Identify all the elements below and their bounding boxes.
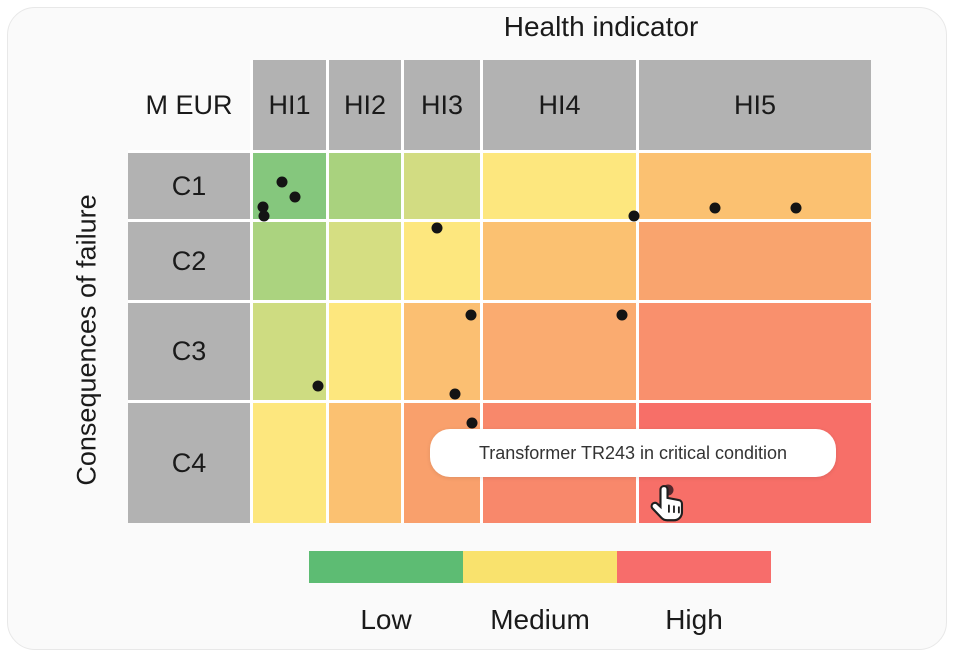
matrix-cell-C2-HI3 [404, 222, 480, 300]
tooltip: Transformer TR243 in critical condition [430, 429, 836, 477]
transformer-dot[interactable] [257, 201, 269, 213]
matrix-cell-C2-HI5 [639, 222, 871, 300]
transformer-dot[interactable] [466, 417, 478, 429]
column-header-HI2: HI2 [329, 60, 401, 150]
matrix-cell-C2-HI2 [329, 222, 401, 300]
matrix-cell-C4-HI2 [329, 403, 401, 523]
transformer-dot[interactable] [790, 202, 802, 214]
transformer-dot[interactable] [289, 191, 301, 203]
row-header-C3: C3 [128, 303, 250, 400]
matrix-cell-C3-HI5 [639, 303, 871, 400]
legend-swatch-low [309, 551, 463, 583]
matrix-cell-C2-HI4 [483, 222, 636, 300]
tooltip-text: Transformer TR243 in critical condition [478, 442, 788, 463]
matrix-cell-C3-HI2 [329, 303, 401, 400]
matrix-cell-C1-HI2 [329, 153, 401, 219]
column-header-HI5: HI5 [639, 60, 871, 150]
matrix-cell-C1-HI3 [404, 153, 480, 219]
legend-label-medium: Medium [490, 604, 590, 635]
matrix-cell-C1-HI5 [639, 153, 871, 219]
matrix-cell-C3-HI4 [483, 303, 636, 400]
transformer-dot[interactable] [709, 202, 721, 214]
matrix-cell-C2-HI1 [253, 222, 326, 300]
row-header-C1: C1 [128, 153, 250, 219]
chart-title: Health indicator [503, 11, 699, 42]
row-header-C2: C2 [128, 222, 250, 300]
risk-matrix: M EUR HI1 HI2 HI3 HI4 HI5 C1 C2 C3 C4 [128, 60, 871, 523]
legend-swatch-medium [463, 551, 617, 583]
transformer-dot[interactable] [276, 176, 288, 188]
transformer-dot[interactable] [616, 309, 628, 321]
transformer-dot[interactable] [465, 309, 477, 321]
legend-label-low: Low [360, 604, 412, 635]
transformer-dot[interactable] [258, 210, 270, 222]
column-header-HI1: HI1 [253, 60, 326, 150]
transformer-dot[interactable] [628, 210, 640, 222]
legend-swatch-high [617, 551, 771, 583]
matrix-cell-C1-HI4 [483, 153, 636, 219]
y-axis-label: Consequences of failure [71, 194, 102, 486]
transformer-dot[interactable] [449, 388, 461, 400]
legend-color-bar [309, 551, 771, 583]
transformer-dot[interactable] [431, 222, 443, 234]
transformer-dot[interactable] [312, 380, 324, 392]
row-header-C4: C4 [128, 403, 250, 523]
column-header-HI4: HI4 [483, 60, 636, 150]
unit-label: M EUR [128, 60, 250, 150]
column-header-HI3: HI3 [404, 60, 480, 150]
hand-pointer-cursor-icon [650, 484, 684, 522]
legend-label-high: High [665, 604, 723, 635]
matrix-cell-C4-HI1 [253, 403, 326, 523]
